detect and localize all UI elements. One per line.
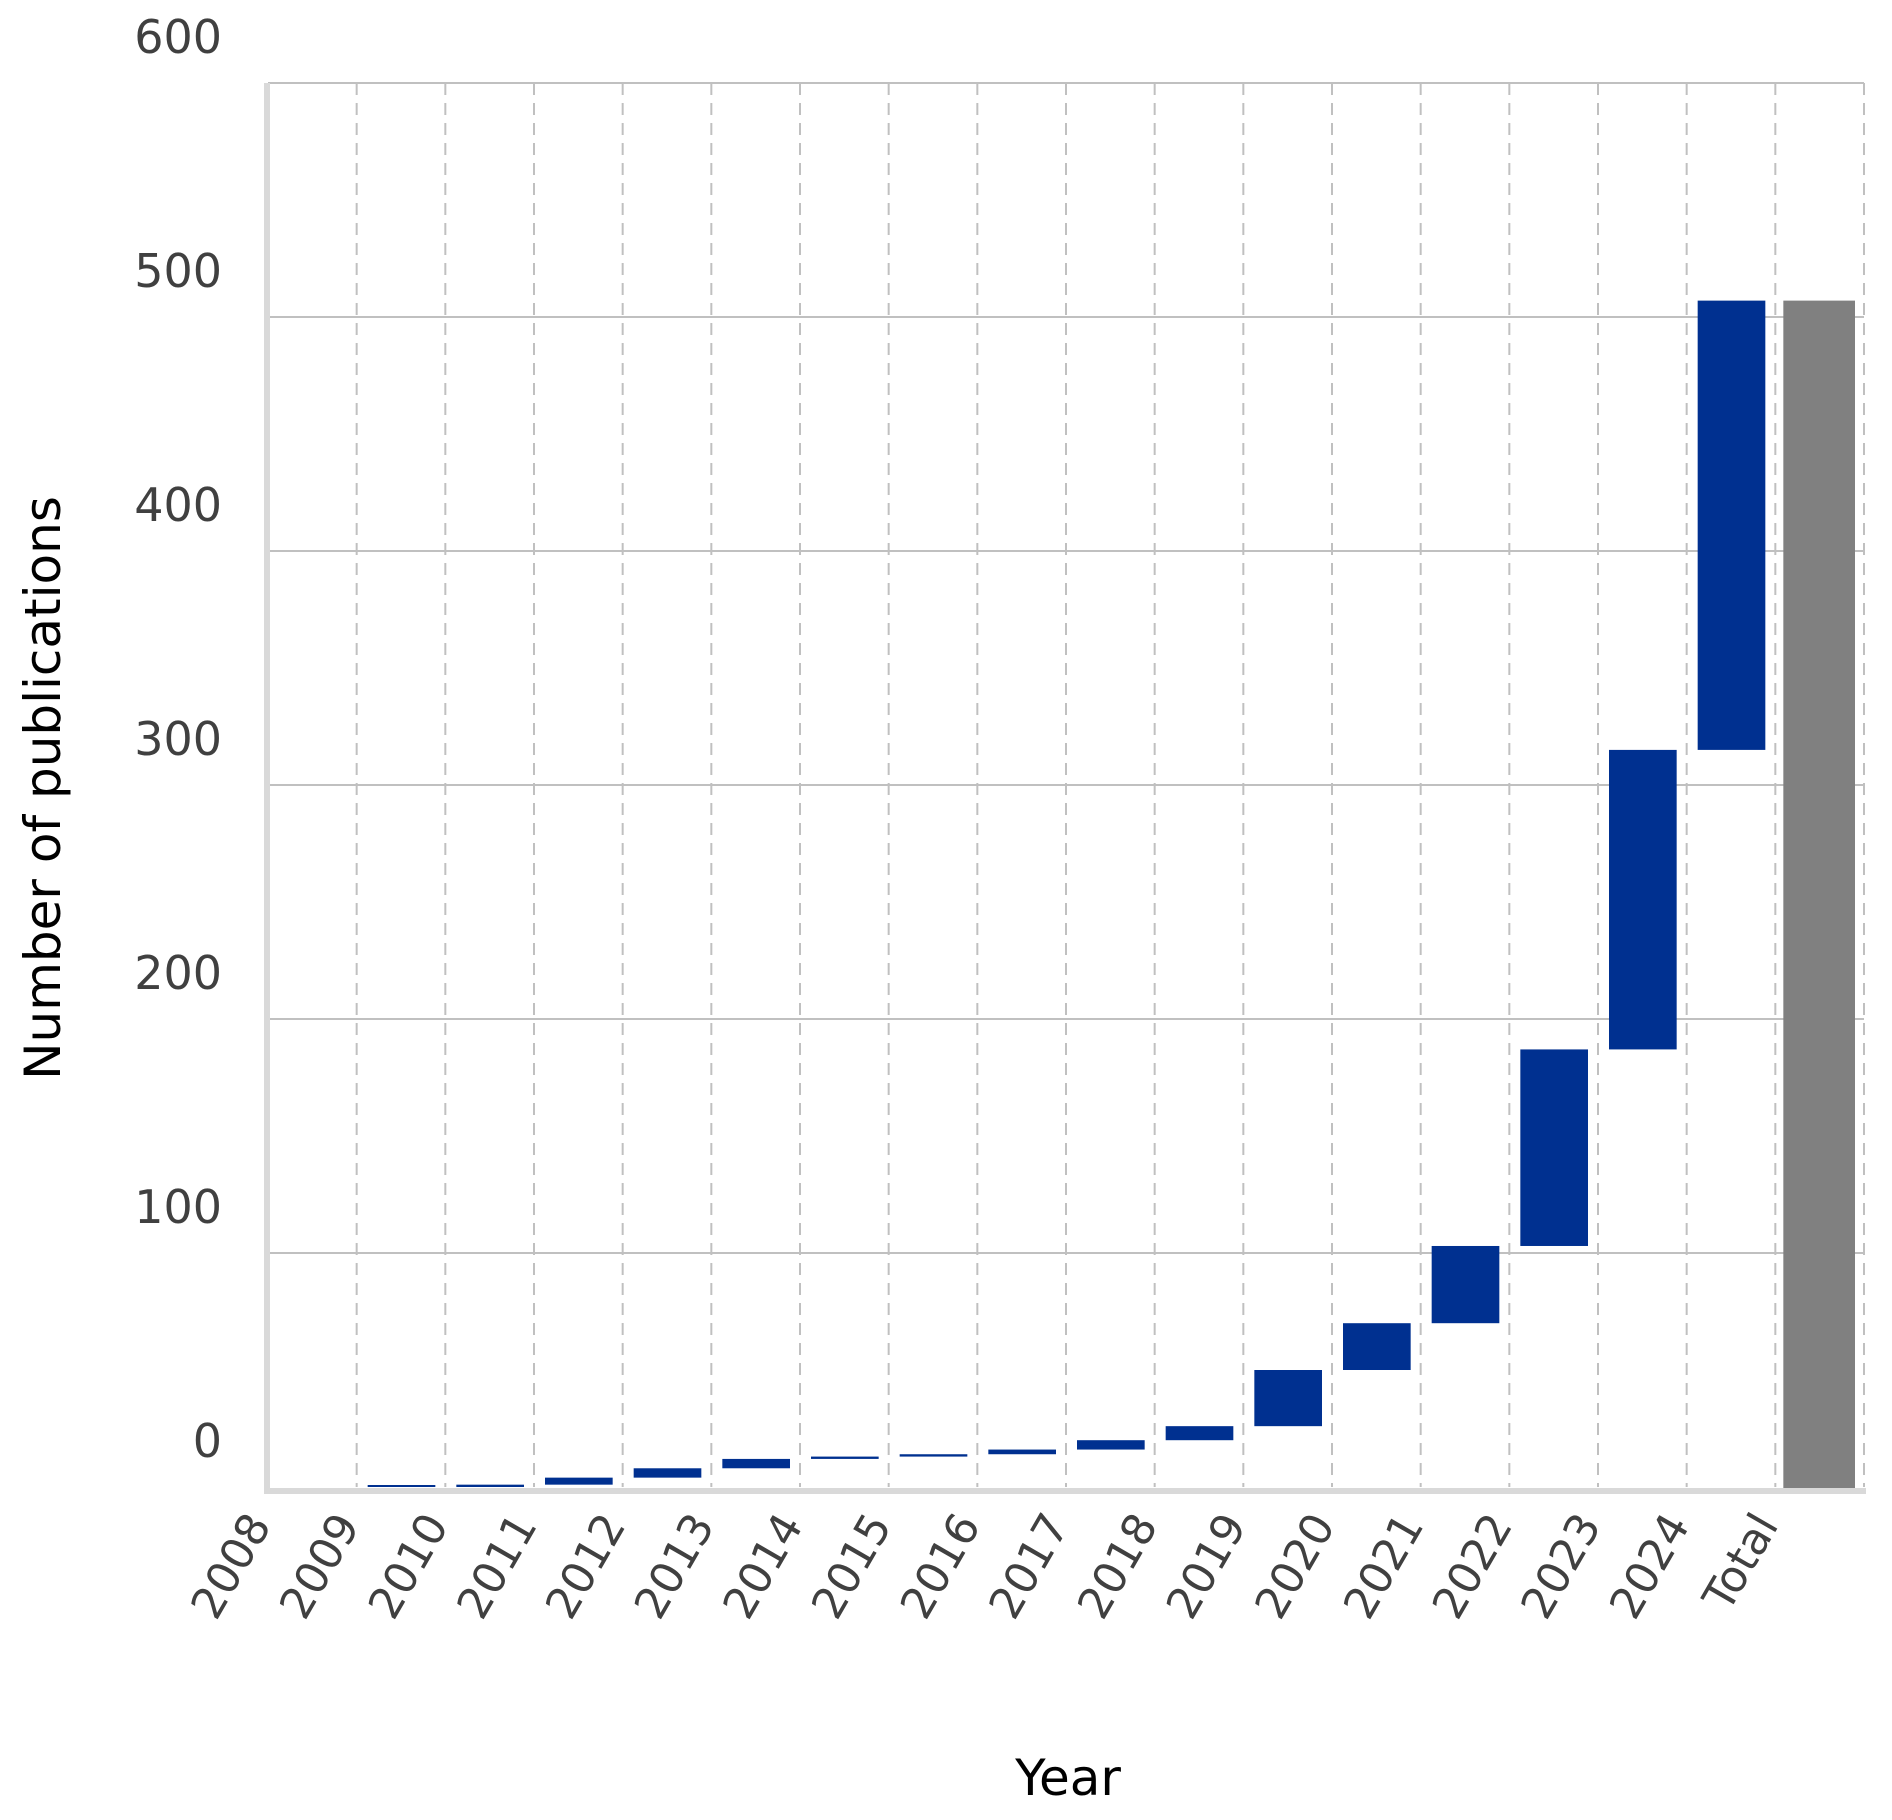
bar-2018 bbox=[1165, 1426, 1234, 1441]
bar-2015 bbox=[899, 1454, 968, 1457]
y-tick-labels: 0 100 200 300 400 500 600 bbox=[134, 10, 222, 1468]
x-tick-2014: 2014 bbox=[713, 1505, 813, 1627]
x-tick-2017: 2017 bbox=[979, 1505, 1079, 1627]
bar-2009 bbox=[367, 1485, 436, 1487]
bar-total bbox=[1783, 300, 1855, 1490]
x-tick-2021: 2021 bbox=[1334, 1505, 1434, 1627]
x-tick-2022: 2022 bbox=[1423, 1505, 1523, 1627]
x-tick-2009: 2009 bbox=[270, 1505, 370, 1627]
bar-2016 bbox=[988, 1449, 1056, 1455]
y-tick-0: 0 bbox=[193, 1414, 222, 1468]
y-tick-100: 100 bbox=[134, 1180, 222, 1234]
x-tick-2008: 2008 bbox=[181, 1505, 281, 1627]
y-tick-300: 300 bbox=[134, 712, 222, 766]
x-tick-2018: 2018 bbox=[1068, 1505, 1168, 1627]
bar-2024 bbox=[1697, 300, 1766, 750]
bar-2010 bbox=[456, 1484, 524, 1487]
x-tick-2019: 2019 bbox=[1157, 1505, 1257, 1627]
bar-2022 bbox=[1520, 1049, 1588, 1246]
vertical-gridlines bbox=[355, 83, 1865, 1487]
x-axis-title: Year bbox=[1014, 1749, 1121, 1807]
y-axis-title: Number of publications bbox=[14, 496, 72, 1080]
x-tick-2013: 2013 bbox=[625, 1505, 725, 1627]
x-tick-labels: 2008200920102011201220132014201520162017… bbox=[181, 1505, 1788, 1627]
axes bbox=[264, 83, 1866, 1494]
x-tick-2024: 2024 bbox=[1600, 1505, 1700, 1627]
bar-2021 bbox=[1431, 1245, 1500, 1324]
y-tick-500: 500 bbox=[134, 244, 222, 298]
x-tick-2023: 2023 bbox=[1511, 1505, 1611, 1627]
x-tick-2011: 2011 bbox=[447, 1505, 547, 1627]
bar-2023 bbox=[1609, 749, 1677, 1050]
y-tick-400: 400 bbox=[134, 478, 222, 532]
bar-2019 bbox=[1254, 1370, 1322, 1427]
bar-2020 bbox=[1343, 1323, 1411, 1370]
y-tick-200: 200 bbox=[134, 946, 222, 1000]
x-tick-2012: 2012 bbox=[536, 1505, 636, 1627]
bar-2017 bbox=[1077, 1440, 1145, 1450]
bar-2012 bbox=[633, 1468, 702, 1478]
bar-2014 bbox=[811, 1456, 879, 1459]
y-tick-600: 600 bbox=[134, 10, 222, 64]
bar-2011 bbox=[545, 1477, 613, 1485]
x-tick-2010: 2010 bbox=[359, 1505, 459, 1627]
x-tick-2015: 2015 bbox=[802, 1505, 902, 1627]
x-tick-2016: 2016 bbox=[891, 1505, 991, 1627]
x-tick-Total: Total bbox=[1693, 1505, 1789, 1620]
bar-2013 bbox=[722, 1458, 790, 1469]
x-tick-2020: 2020 bbox=[1245, 1505, 1345, 1627]
bars bbox=[367, 300, 1855, 1490]
